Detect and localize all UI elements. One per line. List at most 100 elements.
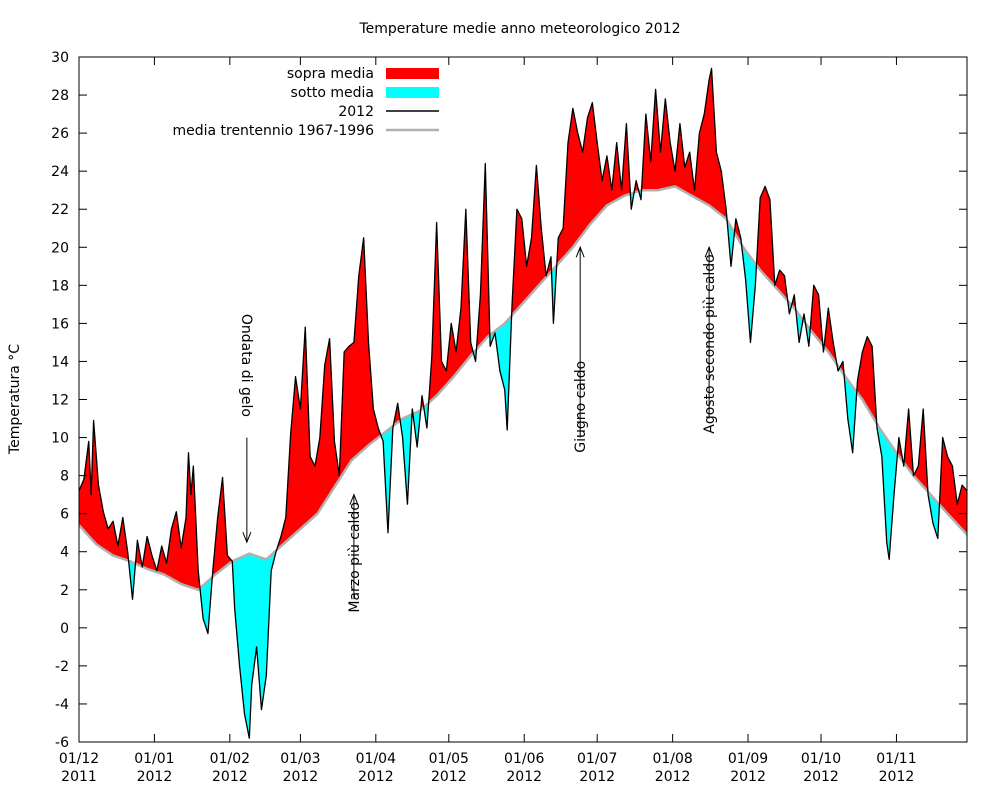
above-average-fill (764, 186, 768, 280)
legend-label: sotto media (291, 85, 374, 101)
above-average-fill (348, 343, 352, 466)
x-tick-label: 01/10 (801, 751, 841, 767)
below-average-fill (246, 553, 250, 739)
above-average-fill (110, 520, 114, 557)
x-tick-label: 01/08 (652, 751, 692, 767)
legend-swatch (386, 68, 439, 79)
above-average-fill (701, 114, 705, 204)
x-tick-year: 2012 (431, 769, 467, 785)
above-average-fill (575, 120, 579, 245)
above-average-fill (360, 237, 364, 453)
above-average-fill (173, 511, 177, 582)
y-tick-label: 4 (60, 545, 69, 561)
x-tick-year: 2012 (730, 769, 766, 785)
x-tick-year: 2012 (358, 769, 394, 785)
annotation-arrow-head (704, 245, 714, 258)
chart-title: Temperature medie anno meteorologico 201… (358, 21, 680, 37)
above-average-fill (81, 479, 85, 532)
annotation-label: Marzo più caldo (347, 502, 363, 613)
above-average-fill (358, 256, 362, 455)
x-tick-label: 01/07 (577, 751, 617, 767)
series-line-group (79, 67, 967, 739)
above-average-fill (343, 348, 347, 473)
above-average-fill (346, 345, 350, 470)
above-average-fill (961, 484, 965, 533)
y-tick-label: 22 (51, 202, 69, 218)
above-average-fill (866, 336, 870, 413)
x-tick-year: 2012 (879, 769, 915, 785)
y-tick-label: 24 (51, 164, 69, 180)
legend-label: sopra media (287, 66, 374, 82)
above-average-fill (869, 341, 873, 417)
y-axis-label: Temperatura °C (7, 344, 23, 455)
y-tick-label: 6 (60, 507, 69, 523)
legend: sopra media sotto media 2012 media trentenn… (172, 66, 439, 139)
above-average-fill (572, 108, 576, 249)
above-average-fill (326, 338, 330, 500)
above-average-fill (570, 108, 574, 251)
below-average-fill (244, 554, 248, 726)
annotation-arrow-head (242, 532, 252, 544)
above-average-fill (762, 186, 766, 277)
x-tick-label: 01/02 (210, 751, 250, 767)
plot-frame (78, 56, 968, 743)
above-average-fill (324, 351, 328, 504)
above-average-fill (942, 437, 946, 512)
x-tick-year: 2011 (61, 769, 97, 785)
y-tick-label: 28 (51, 88, 69, 104)
annotation-label: Ondata di gelo (238, 314, 254, 417)
y-tick-label: 2 (60, 583, 69, 599)
y-tick-label: -6 (55, 735, 69, 751)
x-tick-year: 2012 (506, 769, 542, 785)
series-line-normal (79, 185, 967, 592)
above-average-fill (312, 461, 316, 519)
above-average-fill (309, 456, 313, 521)
x-tick-year: 2012 (137, 769, 173, 785)
series-line-2012 (79, 67, 967, 739)
y-tick-label: -4 (55, 697, 69, 713)
below-average-fill (261, 557, 265, 710)
above-average-fill (295, 376, 299, 534)
annotation-arrow-head (349, 493, 359, 505)
legend-label: 2012 (338, 104, 374, 120)
x-tick-year: 2012 (655, 769, 691, 785)
above-average-fill (949, 461, 953, 520)
above-average-fill (813, 285, 817, 338)
annotation-label: Giugno caldo (573, 361, 589, 453)
x-tick-year: 2012 (803, 769, 839, 785)
x-tick-label: 01/01 (134, 751, 174, 767)
above-average-fill (577, 133, 581, 242)
y-tick-label: 26 (51, 126, 69, 142)
above-average-fill (708, 68, 712, 208)
x-tick-year: 2012 (212, 769, 248, 785)
above-average-fill (864, 336, 868, 409)
above-average-fill (767, 192, 771, 282)
x-tick-label: 01/11 (876, 751, 916, 767)
above-average-fill (516, 209, 520, 311)
fill-area-group (79, 68, 967, 739)
above-average-fill (947, 456, 951, 518)
above-average-fill (297, 392, 301, 532)
y-tick-label: 20 (51, 240, 69, 256)
above-average-fill (579, 142, 583, 239)
y-tick-label: 30 (51, 50, 69, 66)
y-tick-label: 14 (51, 354, 69, 370)
x-tick-label: 01/12 (59, 751, 99, 767)
above-average-fill (589, 102, 593, 226)
annotation-group: Ondata di gelo Marzo più caldo Giugno cald… (238, 245, 718, 613)
above-average-fill (351, 341, 355, 462)
y-tick-label: 18 (51, 278, 69, 294)
x-axis-ticks: 01/12 2011 01/01 2012 01/02 2012 01/03 2012 01/0… (59, 57, 917, 785)
y-tick-label: -2 (55, 659, 69, 675)
above-average-fill (587, 110, 591, 229)
x-tick-label: 01/09 (728, 751, 768, 767)
x-tick-year: 2012 (283, 769, 319, 785)
y-tick-label: 16 (51, 316, 69, 332)
y-tick-label: 8 (60, 469, 69, 485)
x-tick-year: 2012 (579, 769, 615, 785)
above-average-fill (519, 213, 523, 308)
annotation-label: Agosto secondo più caldo (702, 254, 718, 434)
y-tick-label: 12 (51, 393, 69, 409)
